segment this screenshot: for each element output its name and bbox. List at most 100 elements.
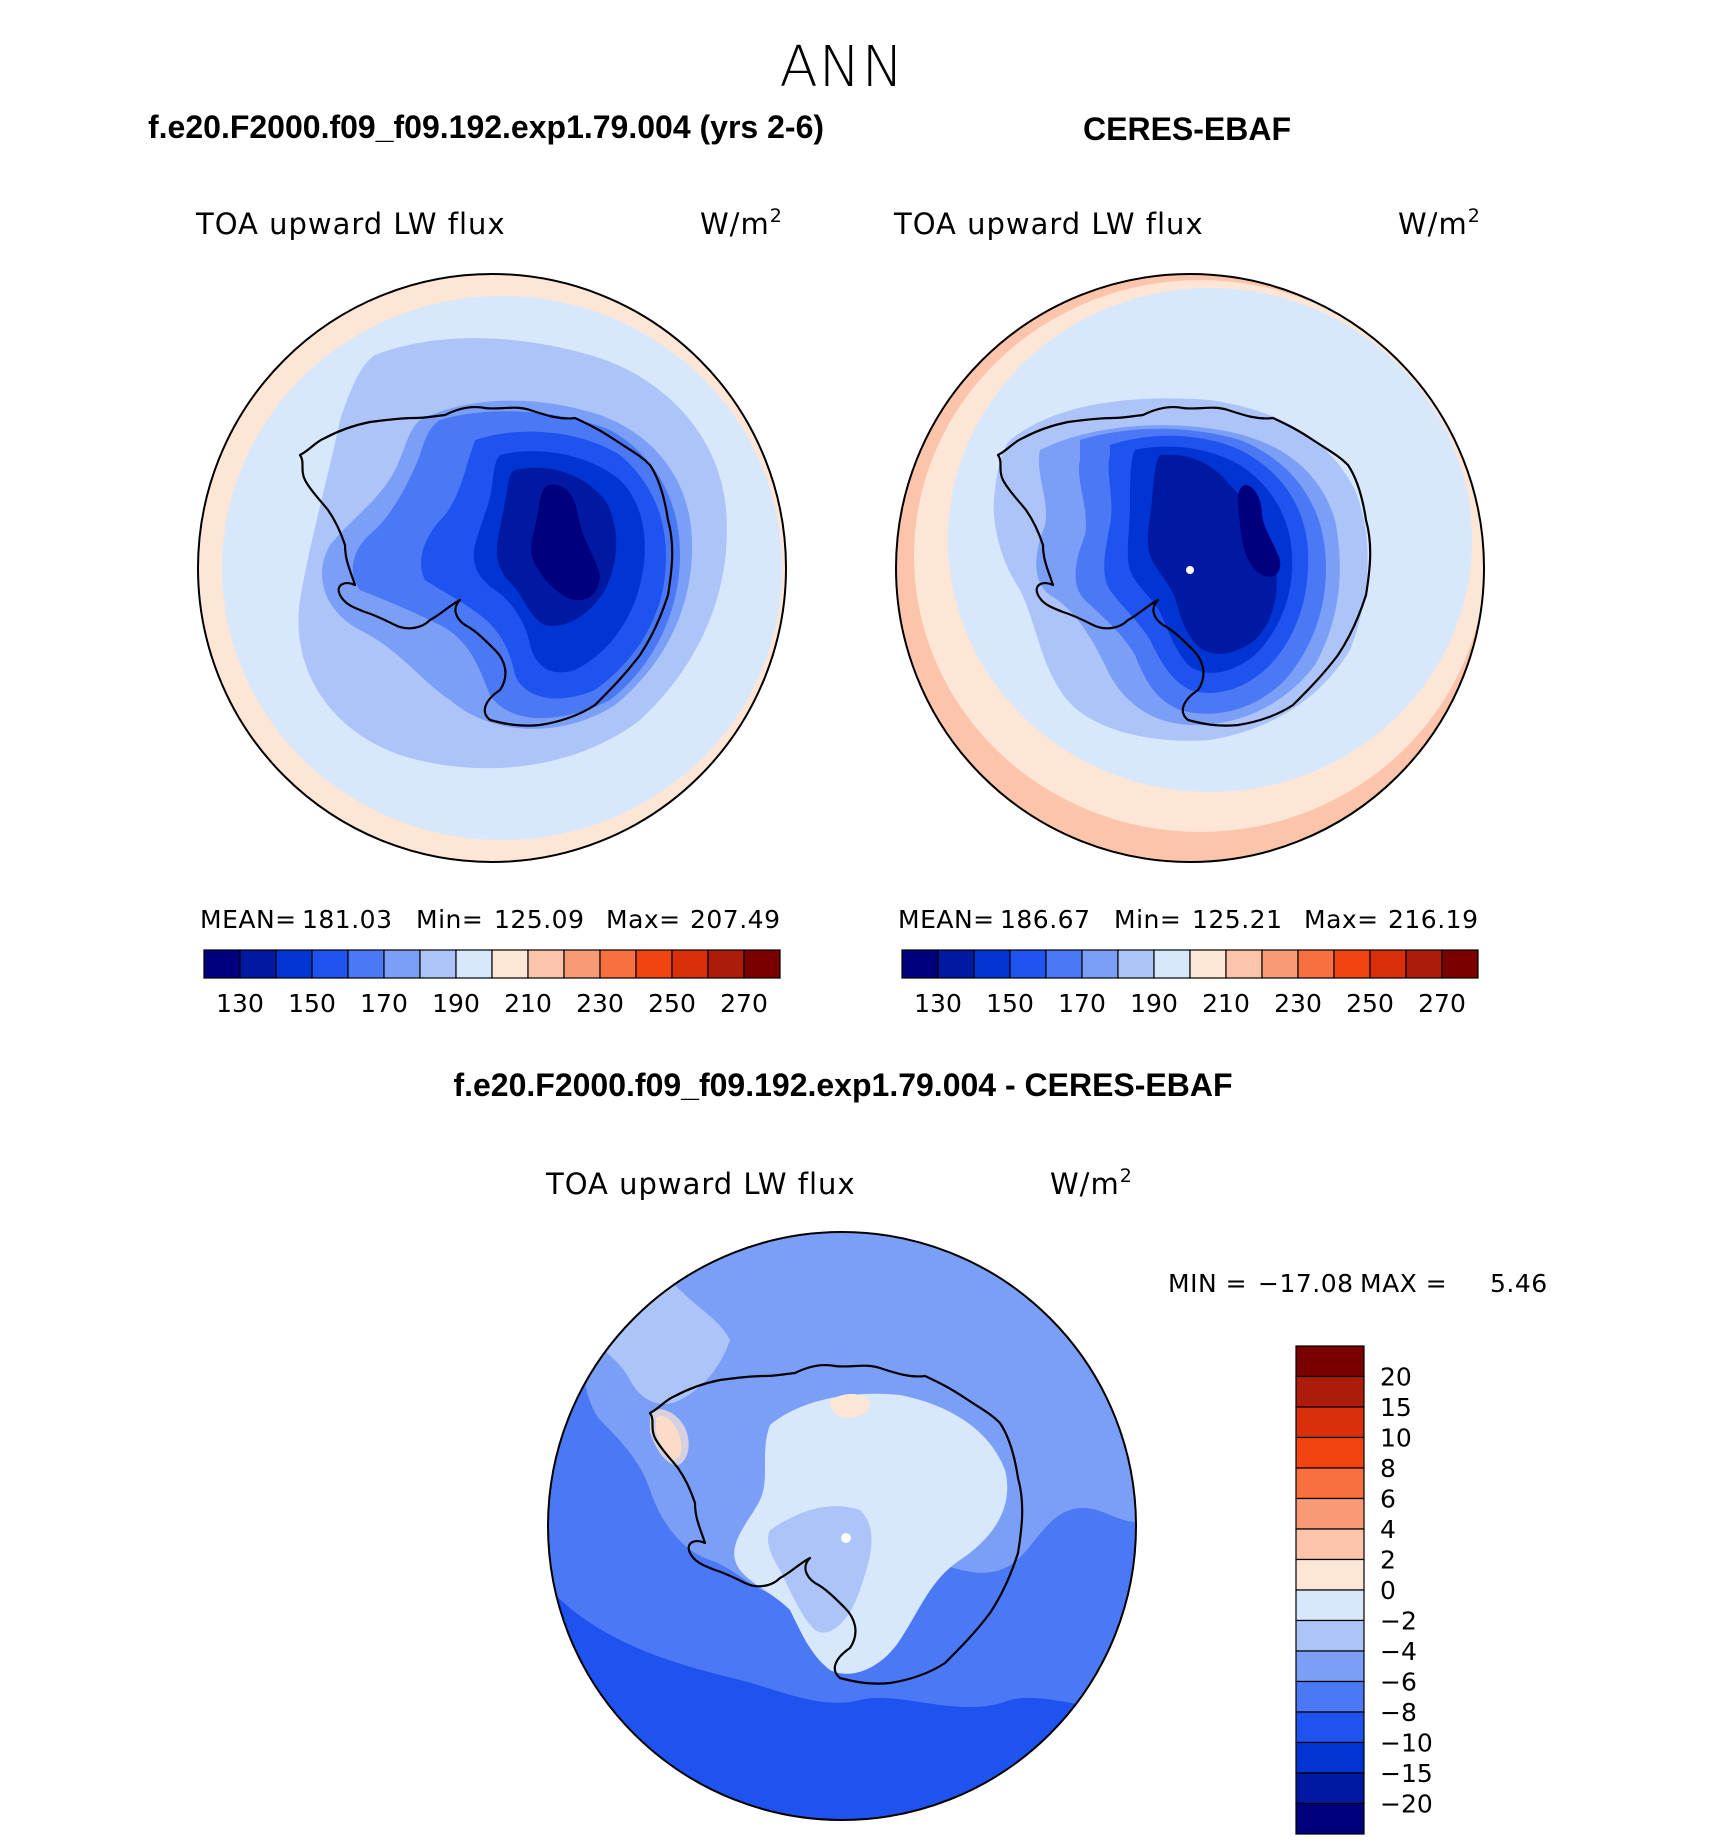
colorbar-box (347, 949, 385, 979)
colorbar-tick-label: −2 (1380, 1607, 1417, 1636)
colorbar-box (239, 949, 277, 979)
colorbar-box (937, 949, 975, 979)
panel-model-units: W/m2 (700, 205, 783, 241)
panel-model-units-base: W/m (700, 207, 770, 241)
colorbar-tick-label: −10 (1380, 1729, 1433, 1758)
colorbar-box (491, 949, 529, 979)
panel-diff-units-exp: 2 (1120, 1165, 1133, 1187)
colorbar-box (1441, 949, 1479, 979)
panel-model-colorbar: 130 150 170 190 210 230 250 270 (203, 949, 781, 1018)
colorbar-tick-label: −4 (1380, 1637, 1417, 1666)
panel-model-mean-label: MEAN= (200, 905, 297, 934)
colorbar-tick-label: 250 (648, 989, 696, 1018)
colorbar-tick-label: −20 (1380, 1790, 1433, 1819)
panel-model: f.e20.F2000.f09_f09.192.exp1.79.004 (yrs… (148, 109, 824, 1018)
panel-obs-min-label: Min= (1114, 905, 1181, 934)
panel-obs: CERES-EBAF TOA upward LW flux W/m2 MEAN=… (893, 111, 1485, 1018)
colorbar-tick-label: −15 (1380, 1759, 1433, 1788)
colorbar-box (1295, 1375, 1365, 1408)
colorbar-tick-label: 230 (576, 989, 624, 1018)
colorbar-box (527, 949, 565, 979)
panel-model-map-border (197, 273, 787, 863)
colorbar-box (1261, 949, 1299, 979)
colorbar-box (901, 949, 939, 979)
colorbar-tick-label: 6 (1380, 1485, 1396, 1514)
colorbar-box (671, 949, 709, 979)
colorbar-box (1295, 1406, 1365, 1439)
colorbar-box (1297, 949, 1335, 979)
panel-model-label: TOA upward LW flux (195, 207, 506, 241)
figure-title: ANN (779, 35, 904, 100)
colorbar-box (1153, 949, 1191, 979)
colorbar-box (1295, 1802, 1365, 1835)
colorbar-tick-label: 150 (288, 989, 336, 1018)
panel-diff-label: TOA upward LW flux (545, 1167, 856, 1201)
colorbar-box (1189, 949, 1227, 979)
panel-diff-title: f.e20.F2000.f09_f09.192.exp1.79.004 - CE… (453, 1067, 1232, 1103)
colorbar-tick-label: 0 (1380, 1576, 1396, 1605)
colorbar-box (1405, 949, 1443, 979)
panel-obs-max-label: Max= (1304, 905, 1379, 934)
colorbar-box (1009, 949, 1047, 979)
colorbar-box (1295, 1741, 1365, 1774)
colorbar-tick-label: 10 (1380, 1424, 1412, 1453)
colorbar-box (275, 949, 313, 979)
panel-diff-map (548, 1232, 1136, 1820)
colorbar-tick-label: 270 (1418, 989, 1466, 1018)
colorbar-box (1295, 1436, 1365, 1469)
colorbar-box (1295, 1467, 1365, 1500)
panel-model-max-label: Max= (606, 905, 681, 934)
map-field-c-l8-patch (829, 1394, 871, 1418)
colorbar-tick-label: −6 (1380, 1668, 1417, 1697)
panel-model-min-value: 125.09 (494, 905, 584, 934)
colorbar-box (973, 949, 1011, 979)
panel-obs-mean-value: 186.67 (1000, 905, 1090, 934)
colorbar-box (743, 949, 781, 979)
colorbar-box (1295, 1345, 1365, 1378)
panel-diff-min-label: MIN = (1168, 1269, 1247, 1298)
colorbar-box (1295, 1711, 1365, 1744)
colorbar-tick-label: 8 (1380, 1454, 1396, 1483)
colorbar-box (383, 949, 421, 979)
map-field-a-l0 (531, 484, 600, 601)
map-b-pole-marker (1186, 566, 1194, 574)
panel-diff-max-value: 5.46 (1490, 1269, 1548, 1298)
panel-obs-title: CERES-EBAF (1083, 111, 1291, 147)
panel-model-mean-value: 181.03 (302, 905, 392, 934)
colorbar-box (1369, 949, 1407, 979)
colorbar-tick-label: 270 (720, 989, 768, 1018)
colorbar-box (1295, 1528, 1365, 1561)
colorbar-tick-label: 170 (1058, 989, 1106, 1018)
colorbar-box (1225, 949, 1263, 979)
colorbar-box (635, 949, 673, 979)
colorbar-tick-label: 230 (1274, 989, 1322, 1018)
panel-model-max-value: 207.49 (690, 905, 780, 934)
panel-obs-colorbar: 130 150 170 190 210 230 250 270 (901, 949, 1479, 1018)
panel-diff-units-base: W/m (1050, 1167, 1120, 1201)
colorbar-box (1295, 1497, 1365, 1530)
panel-obs-units-exp: 2 (1468, 205, 1481, 227)
colorbar-tick-label: 15 (1380, 1393, 1412, 1422)
map-c-pole-marker (841, 1533, 851, 1543)
colorbar-tick-label: 170 (360, 989, 408, 1018)
colorbar-tick-label: 4 (1380, 1515, 1396, 1544)
panel-obs-stats: MEAN= 186.67 Min= 125.21 Max= 216.19 (898, 905, 1478, 934)
panel-diff: f.e20.F2000.f09_f09.192.exp1.79.004 - CE… (453, 1067, 1547, 1835)
colorbar-box (419, 949, 457, 979)
map-field-b-l0 (1238, 485, 1281, 577)
colorbar-box (1295, 1619, 1365, 1652)
panel-obs-units: W/m2 (1398, 205, 1481, 241)
colorbar-box (599, 949, 637, 979)
colorbar-box (203, 949, 241, 979)
colorbar-box (1081, 949, 1119, 979)
panel-obs-max-value: 216.19 (1388, 905, 1478, 934)
colorbar-box (1295, 1558, 1365, 1591)
colorbar-tick-label: 150 (986, 989, 1034, 1018)
panel-model-title: f.e20.F2000.f09_f09.192.exp1.79.004 (yrs… (148, 109, 824, 145)
colorbar-box (1295, 1680, 1365, 1713)
colorbar-box (1045, 949, 1083, 979)
panel-obs-map-border (895, 273, 1485, 863)
colorbar-box (707, 949, 745, 979)
